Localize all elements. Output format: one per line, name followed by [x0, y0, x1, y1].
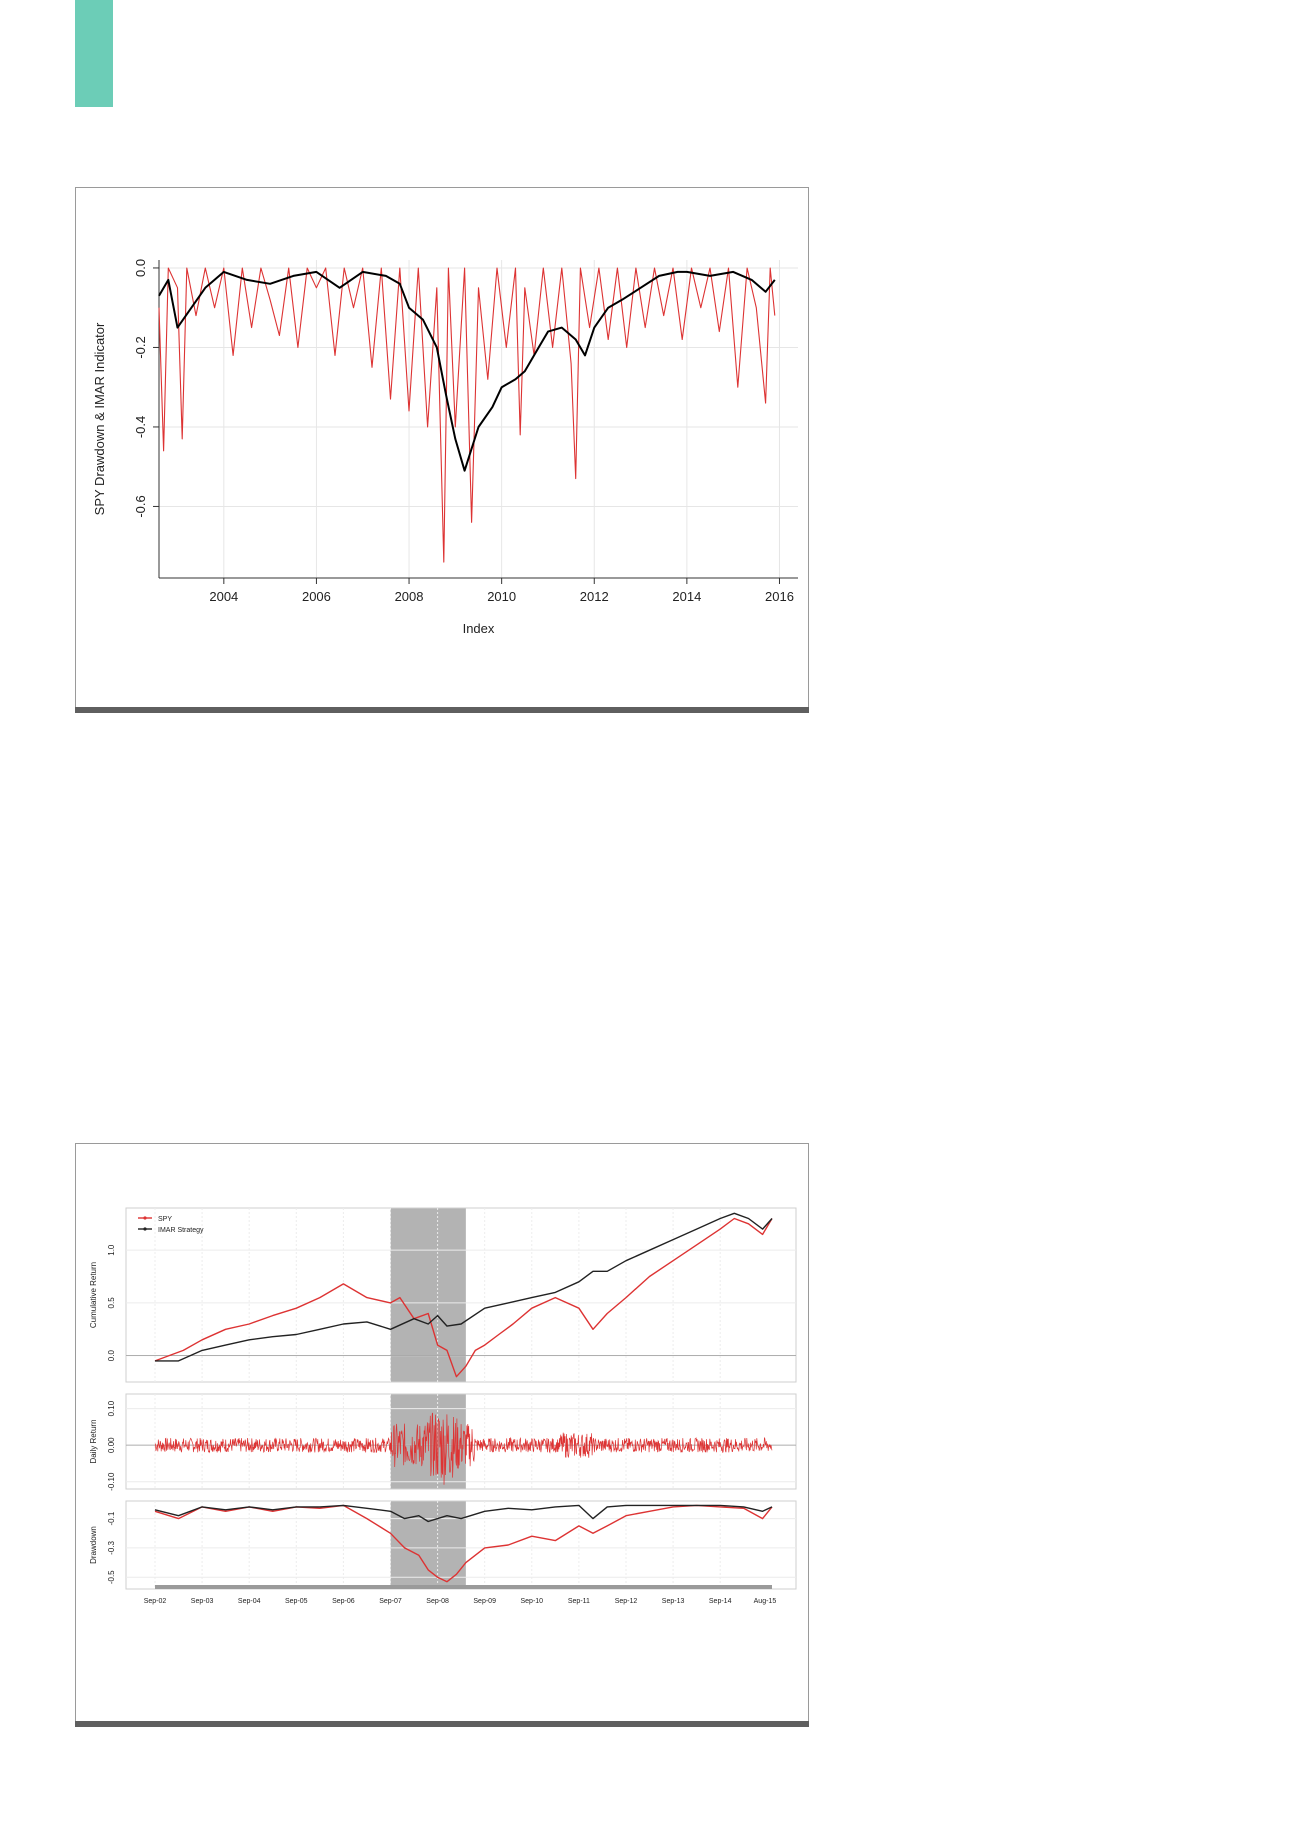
panel-bottom-rule [75, 707, 809, 713]
drawdown-indicator-chart: 2004 2006 2008 2010 2012 2014 2016 0.0 -0.2 -0.4 -… [92, 259, 798, 636]
chart-panel-drawdown-indicator: 2004 2006 2008 2010 2012 2014 2016 0.0 -0.2 -0.4 -… [75, 187, 809, 713]
subplot-frame [125, 1393, 797, 1490]
y-tick-label: 0.0 [133, 259, 148, 277]
x-tick-label: Sep-14 [709, 1598, 732, 1605]
x-tick-label: Sep-11 [568, 1598, 590, 1605]
series-line-spy [154, 1217, 773, 1378]
x-tick-label: 2012 [580, 589, 609, 604]
x-tick-label: Sep-08 [426, 1598, 449, 1605]
legend-label: SPY [158, 1216, 172, 1223]
x-tick-label: Sep-10 [521, 1598, 544, 1605]
legend-label: IMAR Strategy [158, 1227, 204, 1234]
y-tick-label: -0.10 [107, 1472, 116, 1491]
panel-bottom-rule [75, 1721, 809, 1727]
y-axis-label: Drawdown [89, 1526, 98, 1564]
shaded-period-band [390, 1501, 466, 1589]
legend-marker [143, 1216, 147, 1220]
y-tick-label: -0.4 [133, 416, 148, 438]
series-line-daily-return [154, 1412, 773, 1485]
x-tick-label: Sep-02 [144, 1598, 167, 1605]
y-axis-label: Daily Return [89, 1419, 98, 1463]
y-tick-label: 0.0 [107, 1350, 116, 1362]
y-tick-label: -0.1 [107, 1511, 116, 1525]
y-tick-label: -0.3 [107, 1540, 116, 1554]
x-tick-label: Sep-05 [285, 1598, 308, 1605]
x-tick-label: Aug-15 [754, 1598, 777, 1605]
subplot-frame [125, 1207, 797, 1383]
legend-marker [143, 1227, 147, 1231]
y-axis-label: Cumulative Return [89, 1262, 98, 1328]
series-line [154, 1504, 773, 1523]
x-tick-label: Sep-03 [191, 1598, 214, 1605]
y-tick-label: 0.10 [107, 1400, 116, 1416]
y-axis-label: SPY Drawdown & IMAR Indicator [92, 322, 107, 515]
shaded-period-band [390, 1208, 466, 1382]
x-tick-label: Sep-12 [615, 1598, 638, 1605]
x-axis-band [155, 1585, 772, 1589]
x-tick-label: 2004 [209, 589, 238, 604]
series-line-imar [158, 270, 776, 472]
y-tick-label: -0.2 [133, 336, 148, 358]
performance-summary-chart: 0.0 0.5 1.0 Cumulative Return 0.10 0.00 -0.10 D… [89, 1207, 797, 1605]
y-tick-label: -0.6 [133, 495, 148, 517]
x-tick-label: 2010 [487, 589, 516, 604]
y-tick-label: 1.0 [107, 1244, 116, 1256]
x-tick-label: 2016 [765, 589, 794, 604]
x-tick-label: Sep-06 [332, 1598, 355, 1605]
series-line [154, 1504, 773, 1583]
series-line-imar-strategy [155, 1212, 773, 1362]
x-tick-label: 2008 [395, 589, 424, 604]
y-tick-label: 0.00 [107, 1437, 116, 1453]
chart-panel-performance-summary: 0.0 0.5 1.0 Cumulative Return 0.10 0.00 -0.10 D… [75, 1143, 809, 1727]
x-tick-label: Sep-04 [238, 1598, 261, 1605]
y-tick-label: 0.5 [107, 1297, 116, 1309]
x-tick-label: 2006 [302, 589, 331, 604]
x-axis-label: Index [463, 621, 495, 636]
accent-bar [75, 0, 113, 107]
x-tick-label: Sep-09 [473, 1598, 496, 1605]
y-tick-label: -0.5 [107, 1570, 116, 1584]
x-tick-label: Sep-07 [379, 1598, 402, 1605]
x-tick-label: Sep-13 [662, 1598, 685, 1605]
series-line-spy [158, 267, 776, 563]
x-tick-label: 2014 [672, 589, 701, 604]
